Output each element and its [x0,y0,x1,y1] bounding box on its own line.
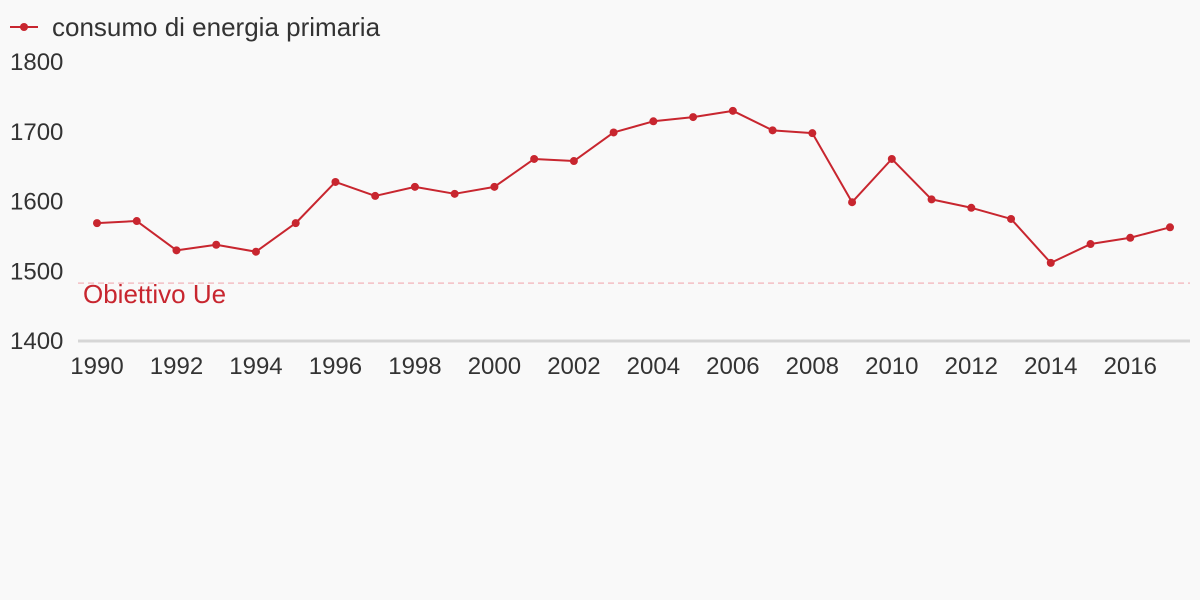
y-axis-ticks: 1400 1500 1600 1700 1800 [10,49,63,355]
reference-target: Obiettivo Ue [78,279,1190,309]
data-point [649,117,658,126]
data-point [768,126,777,135]
legend-series-label: consumo di energia primaria [52,12,381,42]
series-line [96,109,1171,264]
x-tick-label: 2006 [706,353,759,380]
data-point [410,182,419,191]
data-point [172,246,181,255]
data-point [609,128,618,137]
data-point [371,191,380,200]
data-point [1046,258,1055,267]
x-tick-label: 2000 [468,353,521,380]
data-point [530,154,539,163]
x-tick-label: 2010 [865,353,918,380]
data-point [569,157,578,166]
data-point [450,189,459,198]
x-tick-label: 2014 [1024,353,1077,380]
y-tick-label: 1700 [10,119,63,146]
legend: consumo di energia primaria [10,12,381,42]
x-tick-label: 1992 [150,353,203,380]
data-point [1126,233,1135,242]
x-axis-ticks: 1990 1992 1994 1996 1998 2000 2002 2004 2006 2008… [70,353,1157,380]
y-tick-label: 1600 [10,189,63,216]
data-point [93,219,101,228]
legend-dot-marker [20,23,28,31]
x-tick-label: 1996 [309,353,362,380]
x-tick-label: 2012 [945,353,998,380]
data-point [848,198,857,207]
data-point [967,203,976,212]
y-tick-label: 1800 [10,49,63,76]
data-point [212,240,221,249]
y-tick-label: 1400 [10,328,63,355]
data-point [490,182,499,191]
data-point [887,154,896,163]
data-point [728,106,737,115]
x-tick-label: 2008 [786,353,839,380]
series-group [93,106,1174,267]
data-point [1007,214,1016,223]
data-point [132,217,141,226]
data-point [291,219,300,228]
data-point [1166,223,1174,232]
x-tick-label: 1998 [388,353,441,380]
data-point [331,177,340,186]
y-tick-label: 1500 [10,258,63,285]
target-label: Obiettivo Ue [83,279,226,309]
x-tick-label: 1990 [70,353,123,380]
data-point [808,129,817,138]
x-tick-label: 1994 [229,353,282,380]
data-point [689,113,698,122]
data-point [1086,240,1095,249]
x-tick-label: 2016 [1104,353,1157,380]
data-point [927,195,936,204]
x-tick-label: 2002 [547,353,600,380]
data-point [251,247,260,256]
x-tick-label: 2004 [627,353,680,380]
